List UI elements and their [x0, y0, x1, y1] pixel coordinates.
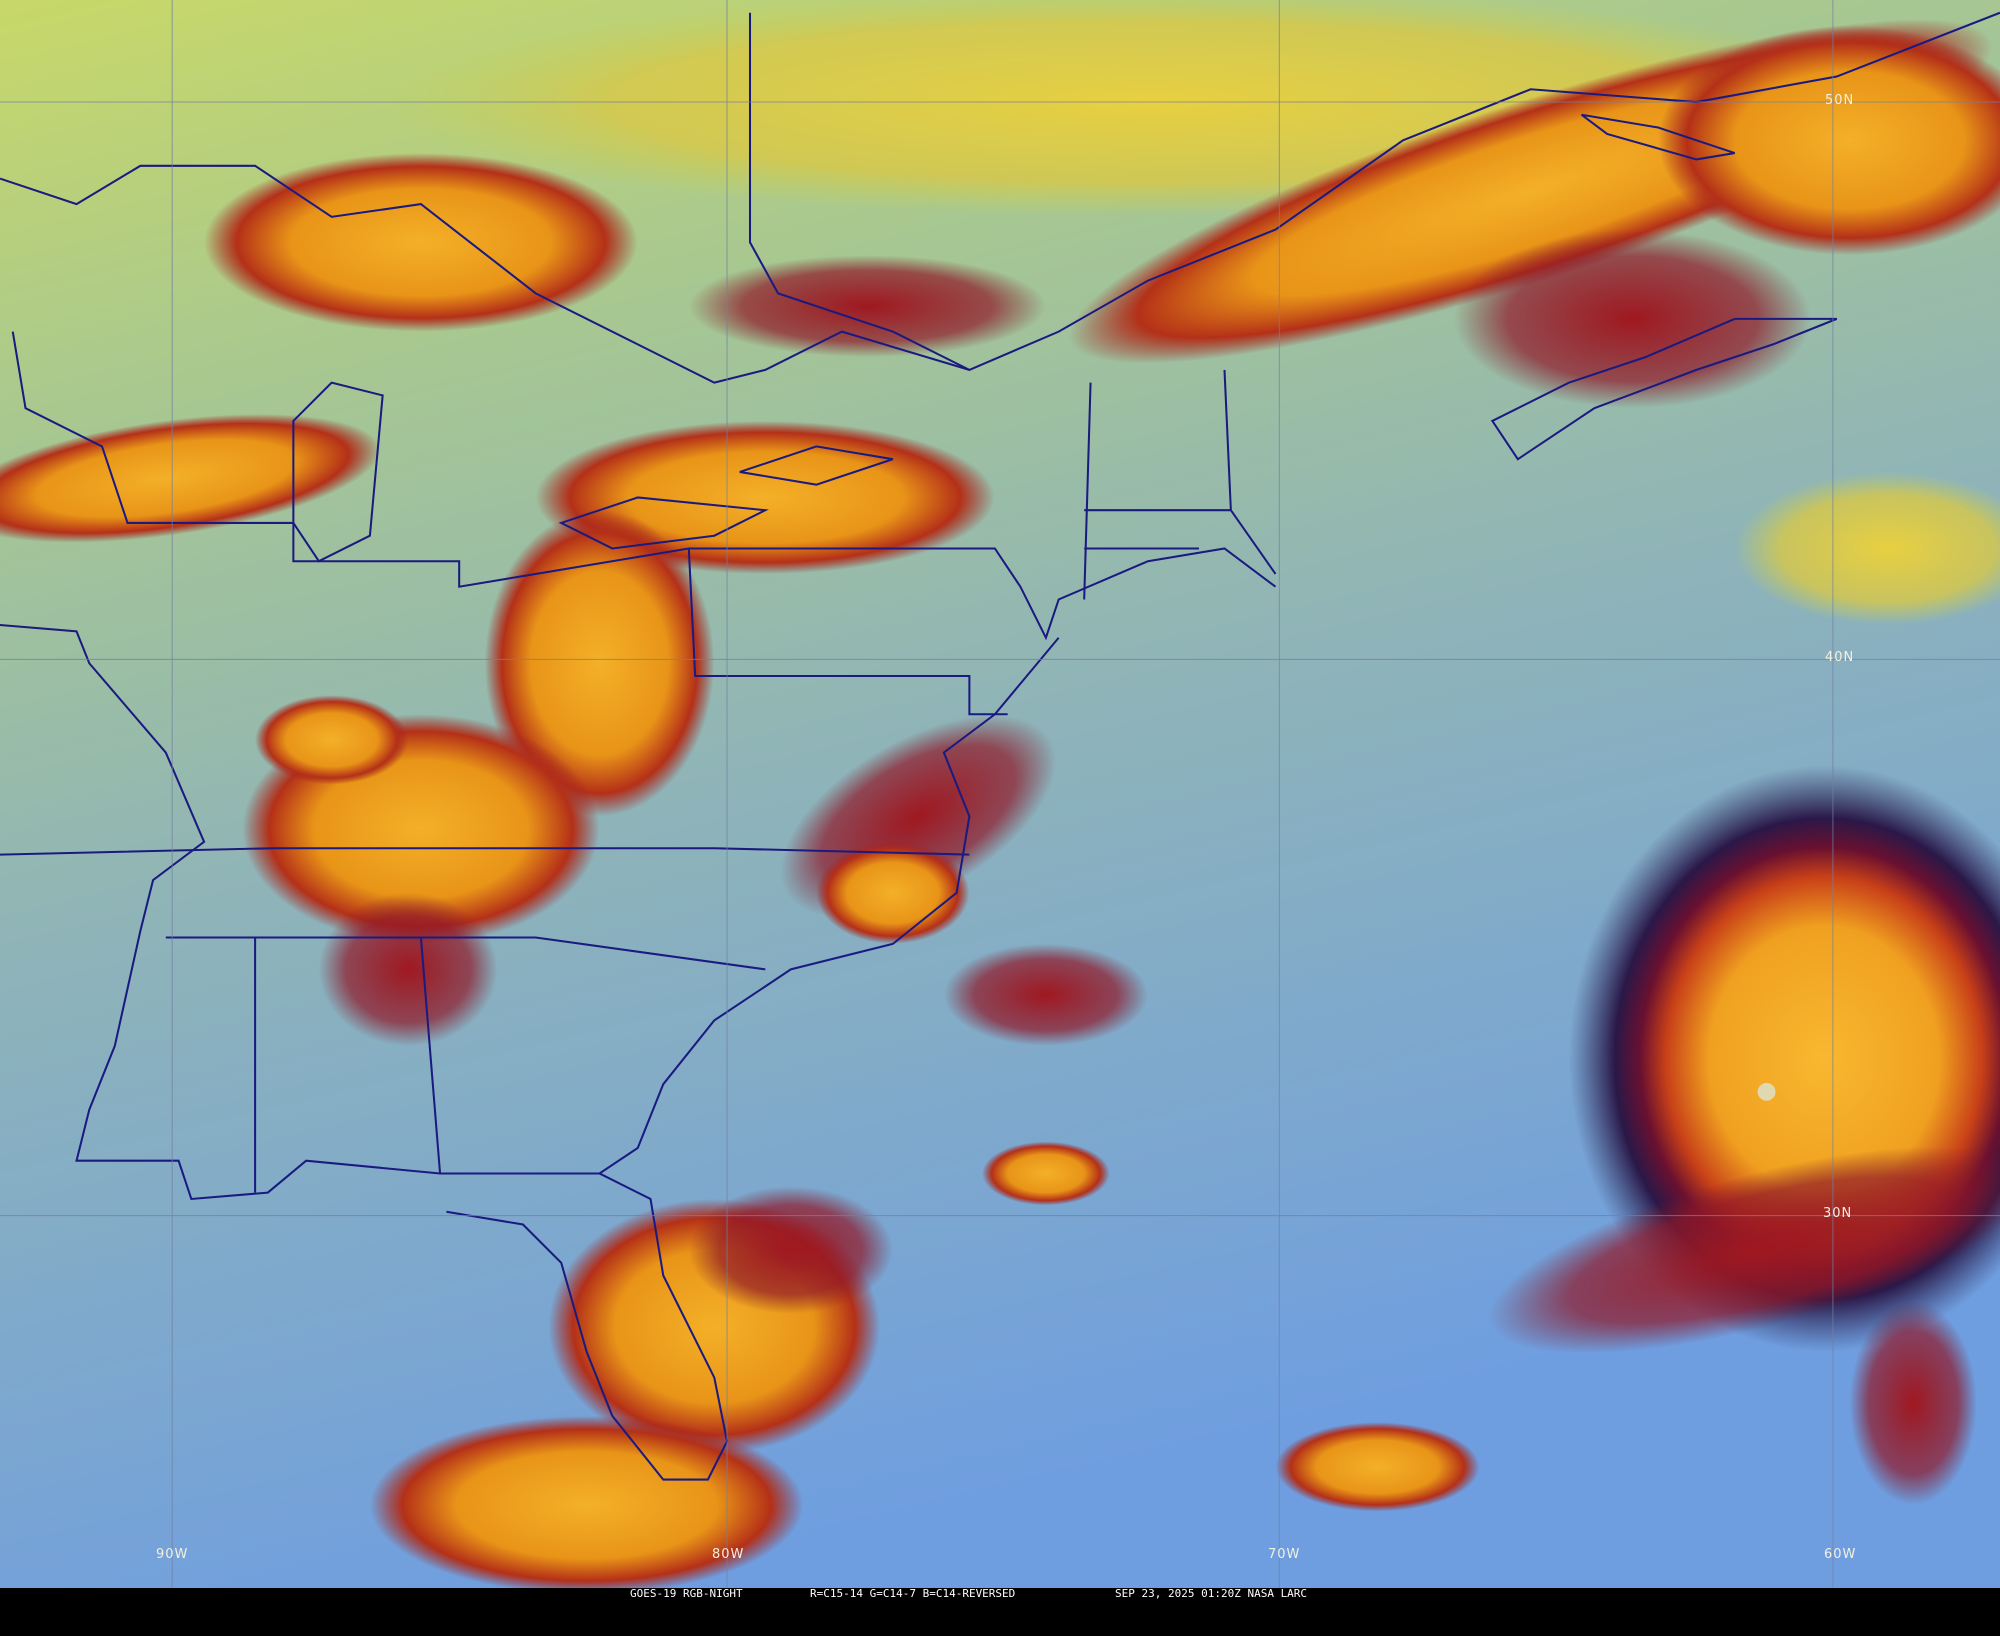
- borders: [0, 11, 2000, 1481]
- lon-label-80w: 80W: [712, 1547, 745, 1562]
- caption-satellite: GOES-19 RGB-NIGHT: [630, 1587, 743, 1600]
- lon-label-70w: 70W: [1268, 1547, 1301, 1562]
- lon-label-90w: 90W: [156, 1547, 189, 1562]
- satellite-map: [0, 0, 2000, 1588]
- lat-label-30n: 30N: [1823, 1206, 1853, 1221]
- lat-lon-grid: [0, 0, 2000, 1588]
- lat-label-40n: 40N: [1825, 650, 1855, 665]
- lon-label-60w: 60W: [1824, 1547, 1857, 1562]
- caption-channels: R=C15-14 G=C14-7 B=C14-REVERSED: [810, 1587, 1016, 1600]
- cloud-layer: [0, 0, 2000, 1588]
- hurricane-eye: [1757, 1082, 1776, 1101]
- lat-label-50n: 50N: [1825, 93, 1855, 108]
- caption-datetime: SEP 23, 2025 01:20Z NASA LARC: [1115, 1587, 1308, 1600]
- caption-bar: GOES-19 RGB-NIGHT R=C15-14 G=C14-7 B=C14…: [0, 1588, 2000, 1600]
